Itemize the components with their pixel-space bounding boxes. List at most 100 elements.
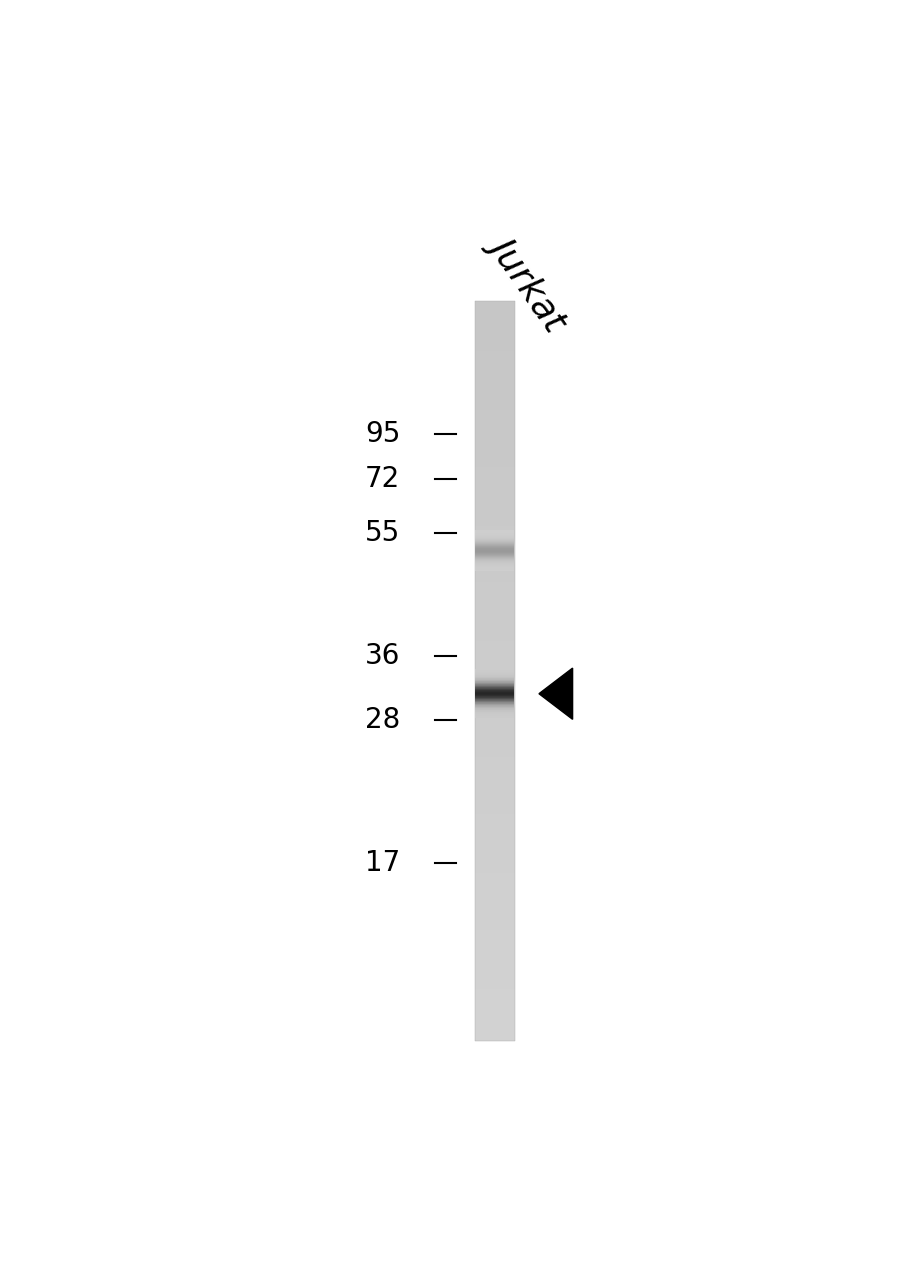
- Text: Jurkat: Jurkat: [485, 229, 573, 335]
- Bar: [474, 575, 515, 577]
- Bar: [474, 993, 515, 996]
- Bar: [474, 705, 515, 708]
- Bar: [474, 726, 515, 728]
- Bar: [474, 959, 515, 961]
- Bar: [474, 790, 515, 792]
- Bar: [474, 942, 515, 945]
- Bar: [474, 612, 515, 614]
- Bar: [474, 1001, 515, 1004]
- Bar: [474, 332, 515, 334]
- Bar: [474, 646, 515, 649]
- Bar: [474, 516, 515, 518]
- Bar: [474, 462, 515, 465]
- Bar: [474, 817, 515, 819]
- Bar: [474, 873, 515, 876]
- Bar: [474, 535, 515, 538]
- Bar: [474, 876, 515, 878]
- Bar: [474, 831, 515, 833]
- Bar: [474, 1033, 515, 1036]
- Bar: [474, 972, 515, 974]
- Bar: [474, 1004, 515, 1006]
- Bar: [474, 794, 515, 796]
- Bar: [474, 492, 515, 494]
- Bar: [474, 918, 515, 920]
- Bar: [474, 806, 515, 809]
- Bar: [474, 367, 515, 370]
- Bar: [474, 782, 515, 785]
- Bar: [474, 774, 515, 777]
- Bar: [474, 636, 515, 639]
- Bar: [474, 710, 515, 713]
- Bar: [474, 809, 515, 812]
- Bar: [474, 390, 515, 393]
- Bar: [474, 673, 515, 676]
- Bar: [474, 524, 515, 526]
- Bar: [474, 764, 515, 767]
- Bar: [474, 321, 515, 324]
- Bar: [474, 343, 515, 346]
- Bar: [474, 836, 515, 838]
- Bar: [474, 372, 515, 375]
- Text: 95: 95: [365, 421, 400, 448]
- Bar: [474, 358, 515, 361]
- Bar: [474, 398, 515, 399]
- Bar: [474, 937, 515, 940]
- Bar: [474, 580, 515, 582]
- Bar: [474, 927, 515, 929]
- Bar: [474, 385, 515, 388]
- Bar: [474, 545, 515, 548]
- Bar: [474, 742, 515, 745]
- Bar: [474, 676, 515, 678]
- Bar: [474, 1024, 515, 1025]
- Bar: [474, 375, 515, 378]
- Bar: [474, 1019, 515, 1021]
- Bar: [474, 486, 515, 489]
- Bar: [474, 622, 515, 625]
- Bar: [474, 868, 515, 870]
- Bar: [474, 844, 515, 846]
- Bar: [474, 777, 515, 780]
- Bar: [474, 824, 515, 827]
- Bar: [474, 338, 515, 340]
- Bar: [474, 974, 515, 977]
- Bar: [474, 700, 515, 703]
- Bar: [474, 934, 515, 937]
- Bar: [474, 767, 515, 769]
- Bar: [474, 620, 515, 622]
- Bar: [474, 540, 515, 543]
- Bar: [474, 964, 515, 966]
- Bar: [474, 593, 515, 595]
- Bar: [474, 686, 515, 689]
- Bar: [474, 521, 515, 524]
- Bar: [474, 311, 515, 314]
- Bar: [474, 393, 515, 396]
- Bar: [474, 987, 515, 989]
- Bar: [474, 324, 515, 326]
- Bar: [474, 468, 515, 471]
- Bar: [474, 814, 515, 817]
- Bar: [474, 415, 515, 417]
- Bar: [474, 908, 515, 910]
- Bar: [474, 548, 515, 550]
- Bar: [474, 966, 515, 969]
- Bar: [474, 992, 515, 993]
- Bar: [474, 383, 515, 385]
- Bar: [474, 785, 515, 787]
- Bar: [474, 513, 515, 516]
- Bar: [474, 641, 515, 644]
- Bar: [474, 772, 515, 774]
- Bar: [474, 998, 515, 1001]
- Bar: [474, 353, 515, 356]
- Bar: [474, 430, 515, 433]
- Bar: [474, 346, 515, 348]
- Bar: [474, 920, 515, 923]
- Bar: [474, 1038, 515, 1041]
- Bar: [474, 428, 515, 430]
- Bar: [474, 703, 515, 705]
- Polygon shape: [538, 668, 572, 719]
- Bar: [474, 860, 515, 863]
- Bar: [474, 753, 515, 755]
- Bar: [474, 564, 515, 567]
- Bar: [474, 454, 515, 457]
- Bar: [474, 639, 515, 641]
